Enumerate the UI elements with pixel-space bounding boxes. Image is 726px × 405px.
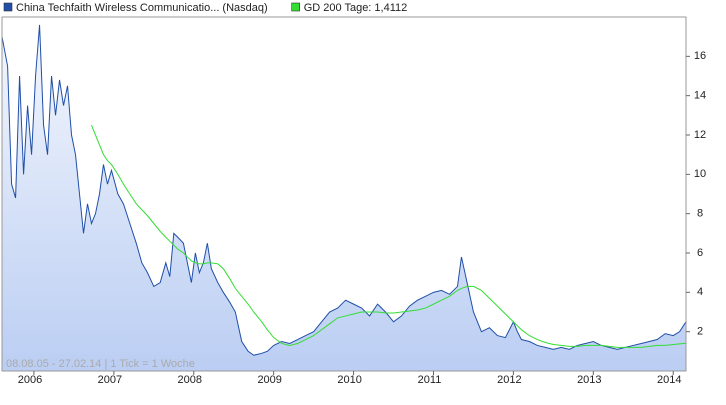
x-tick-label: 2012 [497,374,521,386]
legend-swatch [291,2,300,12]
x-tick-label: 2007 [98,374,122,386]
x-tick-label: 2010 [337,374,361,386]
x-tick-label: 2008 [178,374,202,386]
legend-label: GD 200 Tage: 1,4112 [304,2,408,14]
y-tick-label: 8 [697,208,703,220]
plot-frame [1,16,687,372]
y-tick-label: 14 [694,90,706,102]
x-tick-label: 2013 [577,374,601,386]
price-area [2,24,686,371]
y-tick-label: 6 [697,247,703,259]
legend-swatch [3,2,13,12]
y-tick-label: 2 [697,326,703,338]
date-range-note: 08.08.05 - 27.02.14 | 1 Tick = 1 Woche [6,358,195,370]
x-tick-label: 2014 [657,374,681,386]
y-tick-label: 10 [694,168,706,180]
series-line [1,24,687,356]
y-tick-label: 12 [694,129,706,141]
y-tick-label: 4 [697,286,703,298]
y-tick-label: 16 [694,50,706,62]
legend-label: China Techfaith Wireless Communicatio...… [16,2,268,14]
x-tick-label: 2009 [257,374,281,386]
x-tick-label: 2006 [18,374,42,386]
series-line [91,124,687,348]
x-tick-label: 2011 [418,374,442,386]
